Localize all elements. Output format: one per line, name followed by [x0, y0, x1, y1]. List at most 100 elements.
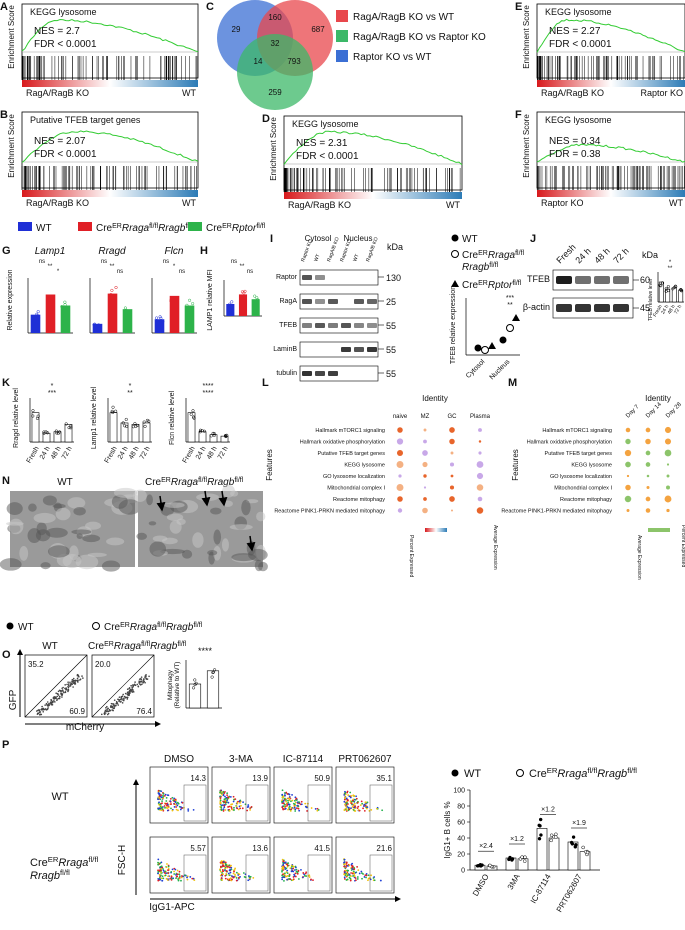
event [163, 794, 166, 797]
event [165, 872, 168, 875]
genotype-label: CreERRragafl/flRragbfl/fl [145, 477, 244, 489]
event [351, 799, 354, 802]
event [161, 808, 164, 811]
legend-swatch [78, 222, 92, 231]
event [54, 701, 56, 703]
event [283, 792, 286, 794]
label: ** [240, 264, 245, 270]
event [352, 794, 355, 797]
event [107, 707, 109, 710]
label: * [669, 260, 672, 266]
event [142, 681, 145, 683]
label: RagA/RagB KO vs Raptor KO [353, 32, 486, 43]
event [221, 879, 224, 881]
label: Day 28 [665, 401, 683, 419]
event [187, 809, 190, 812]
dot [449, 496, 455, 502]
event [176, 875, 179, 878]
genotype-part: Rptor [488, 280, 513, 291]
genotype-part: ER [104, 641, 114, 648]
bar [154, 319, 165, 333]
event [364, 801, 367, 804]
event [145, 675, 147, 677]
event [145, 673, 147, 676]
label: tubulin [276, 370, 297, 377]
event [288, 806, 291, 808]
bar [120, 422, 129, 443]
event [55, 692, 57, 694]
point [202, 429, 206, 433]
gate [307, 784, 331, 822]
point [42, 430, 46, 434]
event [222, 801, 225, 804]
label: Reactome PINK1-PRKN mediated mitophagy [501, 509, 612, 515]
dot [396, 484, 404, 491]
label: 55 [386, 321, 396, 331]
label: 60 [457, 820, 465, 827]
event [227, 866, 230, 868]
event [252, 876, 255, 879]
band [613, 304, 629, 312]
event [175, 873, 177, 876]
event [130, 684, 132, 687]
event [159, 862, 162, 865]
event [343, 876, 346, 879]
event [74, 679, 77, 682]
point [191, 686, 196, 690]
label: RagA/RagB KO vs WT [353, 12, 454, 23]
label: Putative TFEB target genes [318, 451, 386, 457]
event [161, 879, 163, 882]
event [367, 874, 370, 877]
event [113, 704, 115, 707]
event [228, 869, 231, 872]
label: WT [462, 234, 478, 245]
event [222, 873, 224, 876]
point [193, 682, 197, 687]
dot [478, 428, 482, 432]
point [161, 319, 165, 324]
event [286, 865, 289, 868]
genotype-part: ER [222, 223, 232, 230]
label: **** [198, 646, 213, 656]
event [344, 869, 347, 872]
bar [238, 294, 248, 316]
event [161, 875, 164, 878]
event [48, 703, 50, 705]
event [288, 797, 291, 800]
genotype-part: fl/fl [88, 855, 98, 864]
band [328, 323, 338, 328]
blot-box [299, 341, 379, 358]
enrichment-curve [536, 18, 685, 53]
event [239, 807, 242, 810]
event [122, 693, 124, 696]
event [306, 802, 309, 805]
bar [30, 314, 41, 333]
genotype-label: CreERRragafl/flRragbfl/fl [96, 223, 195, 235]
event [286, 869, 289, 872]
event [290, 800, 292, 803]
point [537, 823, 541, 828]
event [108, 708, 111, 711]
band [315, 275, 325, 280]
dot [666, 485, 670, 490]
event [170, 807, 172, 810]
event [224, 861, 227, 864]
event [224, 799, 227, 802]
enrichment-curve [21, 18, 199, 53]
genotype-part: Cre [145, 477, 162, 488]
event [176, 869, 179, 872]
venn-count: 687 [311, 25, 325, 34]
bar [678, 289, 684, 303]
event [292, 867, 294, 870]
band [354, 299, 364, 304]
event [359, 804, 362, 807]
event [296, 807, 298, 810]
event [106, 708, 108, 711]
event [222, 804, 224, 806]
point [131, 425, 135, 429]
event [138, 680, 140, 683]
event [189, 876, 192, 878]
event [288, 796, 291, 798]
event [355, 879, 357, 882]
